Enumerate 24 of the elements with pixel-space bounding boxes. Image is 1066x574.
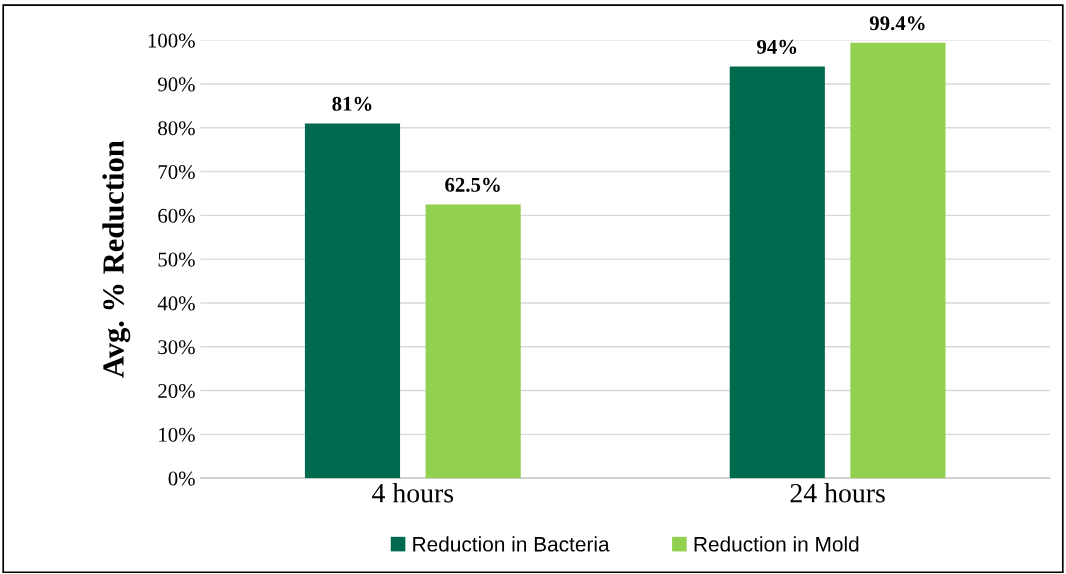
y-tick-label: 80% xyxy=(158,121,195,136)
y-tick-label: 20% xyxy=(158,383,195,399)
y-tick-label: 0% xyxy=(168,471,195,486)
y-tick-label: 70% xyxy=(158,164,195,180)
bar xyxy=(850,42,946,479)
y-tick-label: 90% xyxy=(158,77,195,92)
bar xyxy=(425,204,521,479)
y-axis-title: Avg. % Reduction xyxy=(102,140,131,378)
x-tick-label: 4 hours xyxy=(372,483,454,503)
y-tick-label: 10% xyxy=(159,427,195,442)
y-tick-label: 40% xyxy=(157,296,195,311)
data-label: 99.4% xyxy=(869,16,925,31)
x-tick-label: 24 hours xyxy=(790,483,885,503)
y-tick-label: 30% xyxy=(158,340,195,355)
y-tick-label: 60% xyxy=(158,208,195,223)
y-tick-label: 50% xyxy=(158,252,195,267)
y-tick-label: 100% xyxy=(148,33,195,48)
legend-label: Reduction in Bacteria xyxy=(413,536,610,552)
data-label: 94% xyxy=(757,39,797,54)
data-label: 62.5% xyxy=(445,177,500,192)
data-label: 81% xyxy=(332,96,372,111)
legend-label: Reduction in Mold xyxy=(694,536,859,552)
bar xyxy=(729,66,825,479)
bar xyxy=(304,123,401,479)
